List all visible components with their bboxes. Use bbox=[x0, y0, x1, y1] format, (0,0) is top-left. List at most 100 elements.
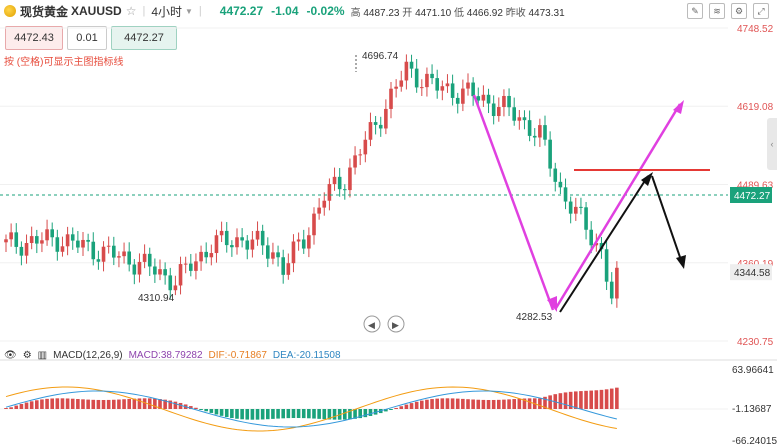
macd-bar bbox=[317, 409, 321, 419]
candle-body bbox=[476, 96, 481, 101]
candle-body bbox=[404, 61, 409, 81]
macd-bar bbox=[137, 398, 142, 409]
candle-body bbox=[291, 241, 296, 264]
candle-body bbox=[276, 252, 280, 258]
candle-body bbox=[532, 135, 537, 138]
period-selector[interactable]: 4小时 bbox=[151, 4, 182, 19]
candle-body bbox=[19, 246, 24, 256]
macd-bar bbox=[19, 403, 24, 409]
candle-body bbox=[132, 264, 137, 275]
macd-bar bbox=[168, 400, 173, 409]
symbol-name[interactable]: 现货黄金 bbox=[20, 4, 69, 19]
buy-button[interactable]: 4472.27 bbox=[111, 26, 177, 50]
candle-body bbox=[435, 78, 439, 91]
macd-bar bbox=[502, 399, 506, 409]
macd-bar bbox=[70, 398, 75, 409]
candle-body bbox=[271, 252, 275, 259]
chevron-down-icon[interactable]: ▼ bbox=[185, 6, 193, 16]
indicator-header: 👁 ⚙ ▥ MACD(12,26,9) MACD:38.79282 DIF:-0… bbox=[4, 350, 341, 361]
candle-body bbox=[348, 167, 352, 191]
macd-bar bbox=[65, 398, 70, 409]
macd-bar bbox=[568, 391, 573, 409]
macd-bar bbox=[394, 407, 398, 409]
candles bbox=[4, 54, 619, 308]
chart-type-icon[interactable]: ▥ bbox=[37, 350, 48, 361]
candle-body bbox=[24, 243, 29, 256]
candle-body bbox=[55, 237, 60, 252]
trade-panel: 4472.43 0.01 4472.27 bbox=[5, 26, 177, 50]
candle-body bbox=[142, 253, 147, 262]
candle-body bbox=[343, 189, 347, 191]
candle-body bbox=[558, 181, 563, 188]
candle-body bbox=[29, 236, 34, 244]
indicator-title[interactable]: MACD(12,26,9) bbox=[53, 350, 123, 361]
settings-icon[interactable]: ⚙ bbox=[731, 3, 747, 19]
macd-bar bbox=[491, 399, 496, 409]
macd-bar bbox=[312, 409, 316, 419]
macd-value: MACD:38.79282 bbox=[128, 350, 203, 361]
candle-body bbox=[307, 235, 311, 249]
candle-body bbox=[609, 281, 614, 299]
eye-icon[interactable]: 👁 bbox=[4, 350, 17, 361]
candle-body bbox=[86, 239, 90, 242]
price-change: -1.04 bbox=[271, 4, 299, 18]
candle-body bbox=[481, 94, 486, 101]
star-icon[interactable]: ☆ bbox=[125, 4, 137, 18]
symbol-code[interactable]: XAUUSD bbox=[71, 4, 122, 18]
macd-bar bbox=[538, 398, 542, 409]
candle-body bbox=[353, 155, 357, 168]
dif-line bbox=[5, 386, 617, 432]
candle-body bbox=[9, 232, 13, 240]
candle-body bbox=[260, 230, 265, 246]
macd-bar bbox=[142, 398, 147, 409]
macd-bar bbox=[471, 399, 475, 409]
macd-bar bbox=[255, 409, 260, 420]
macd-bar bbox=[76, 399, 80, 409]
macd-bar bbox=[50, 398, 54, 409]
macd-bar bbox=[435, 398, 439, 409]
macd-bar bbox=[96, 399, 101, 409]
macd-bar bbox=[250, 409, 255, 420]
macd-bar bbox=[173, 401, 178, 409]
indicator-icon[interactable]: ≋ bbox=[709, 3, 725, 19]
macd-histogram bbox=[4, 387, 619, 420]
current-price-tag bbox=[730, 186, 772, 203]
candle-body bbox=[384, 108, 388, 129]
macd-bar bbox=[60, 398, 65, 409]
next-button bbox=[387, 315, 405, 333]
candle-body bbox=[60, 246, 65, 252]
low-annotation: 4310.94 bbox=[138, 293, 175, 304]
candle-body bbox=[399, 80, 404, 87]
macd-bar bbox=[558, 393, 563, 409]
candle-body bbox=[127, 251, 131, 265]
candle-body bbox=[486, 94, 491, 104]
settings-icon[interactable]: ⚙ bbox=[22, 350, 32, 361]
candle-body bbox=[117, 256, 121, 258]
candle-body bbox=[70, 234, 75, 241]
candle-body bbox=[517, 117, 522, 121]
candle-body bbox=[317, 207, 321, 214]
candle-body bbox=[450, 83, 455, 98]
hint-text: 按 (空格)可显示主图指标线 bbox=[4, 57, 124, 68]
candle-body bbox=[568, 201, 573, 214]
fullscreen-icon[interactable]: ⤢ bbox=[753, 3, 769, 19]
macd-bar bbox=[589, 390, 593, 409]
macd-bar bbox=[563, 392, 568, 409]
candle-body bbox=[163, 269, 167, 276]
drawing-tool-icon[interactable]: ✎ bbox=[687, 3, 703, 19]
macd-bar bbox=[40, 399, 44, 409]
candle-body bbox=[14, 232, 19, 247]
macd-bar bbox=[147, 398, 152, 409]
candle-body bbox=[455, 97, 460, 104]
macd-bar bbox=[548, 395, 552, 409]
side-handle[interactable]: ‹ bbox=[767, 118, 777, 170]
macd-bar bbox=[609, 388, 614, 409]
macd-tick-label: -1.13687 bbox=[732, 404, 772, 415]
candle-body bbox=[266, 245, 270, 259]
sell-button[interactable]: 4472.43 bbox=[5, 26, 63, 50]
macd-bar bbox=[384, 409, 388, 412]
quantity-input[interactable]: 0.01 bbox=[67, 26, 107, 50]
macd-bar bbox=[497, 399, 501, 409]
macd-bar bbox=[307, 409, 311, 419]
